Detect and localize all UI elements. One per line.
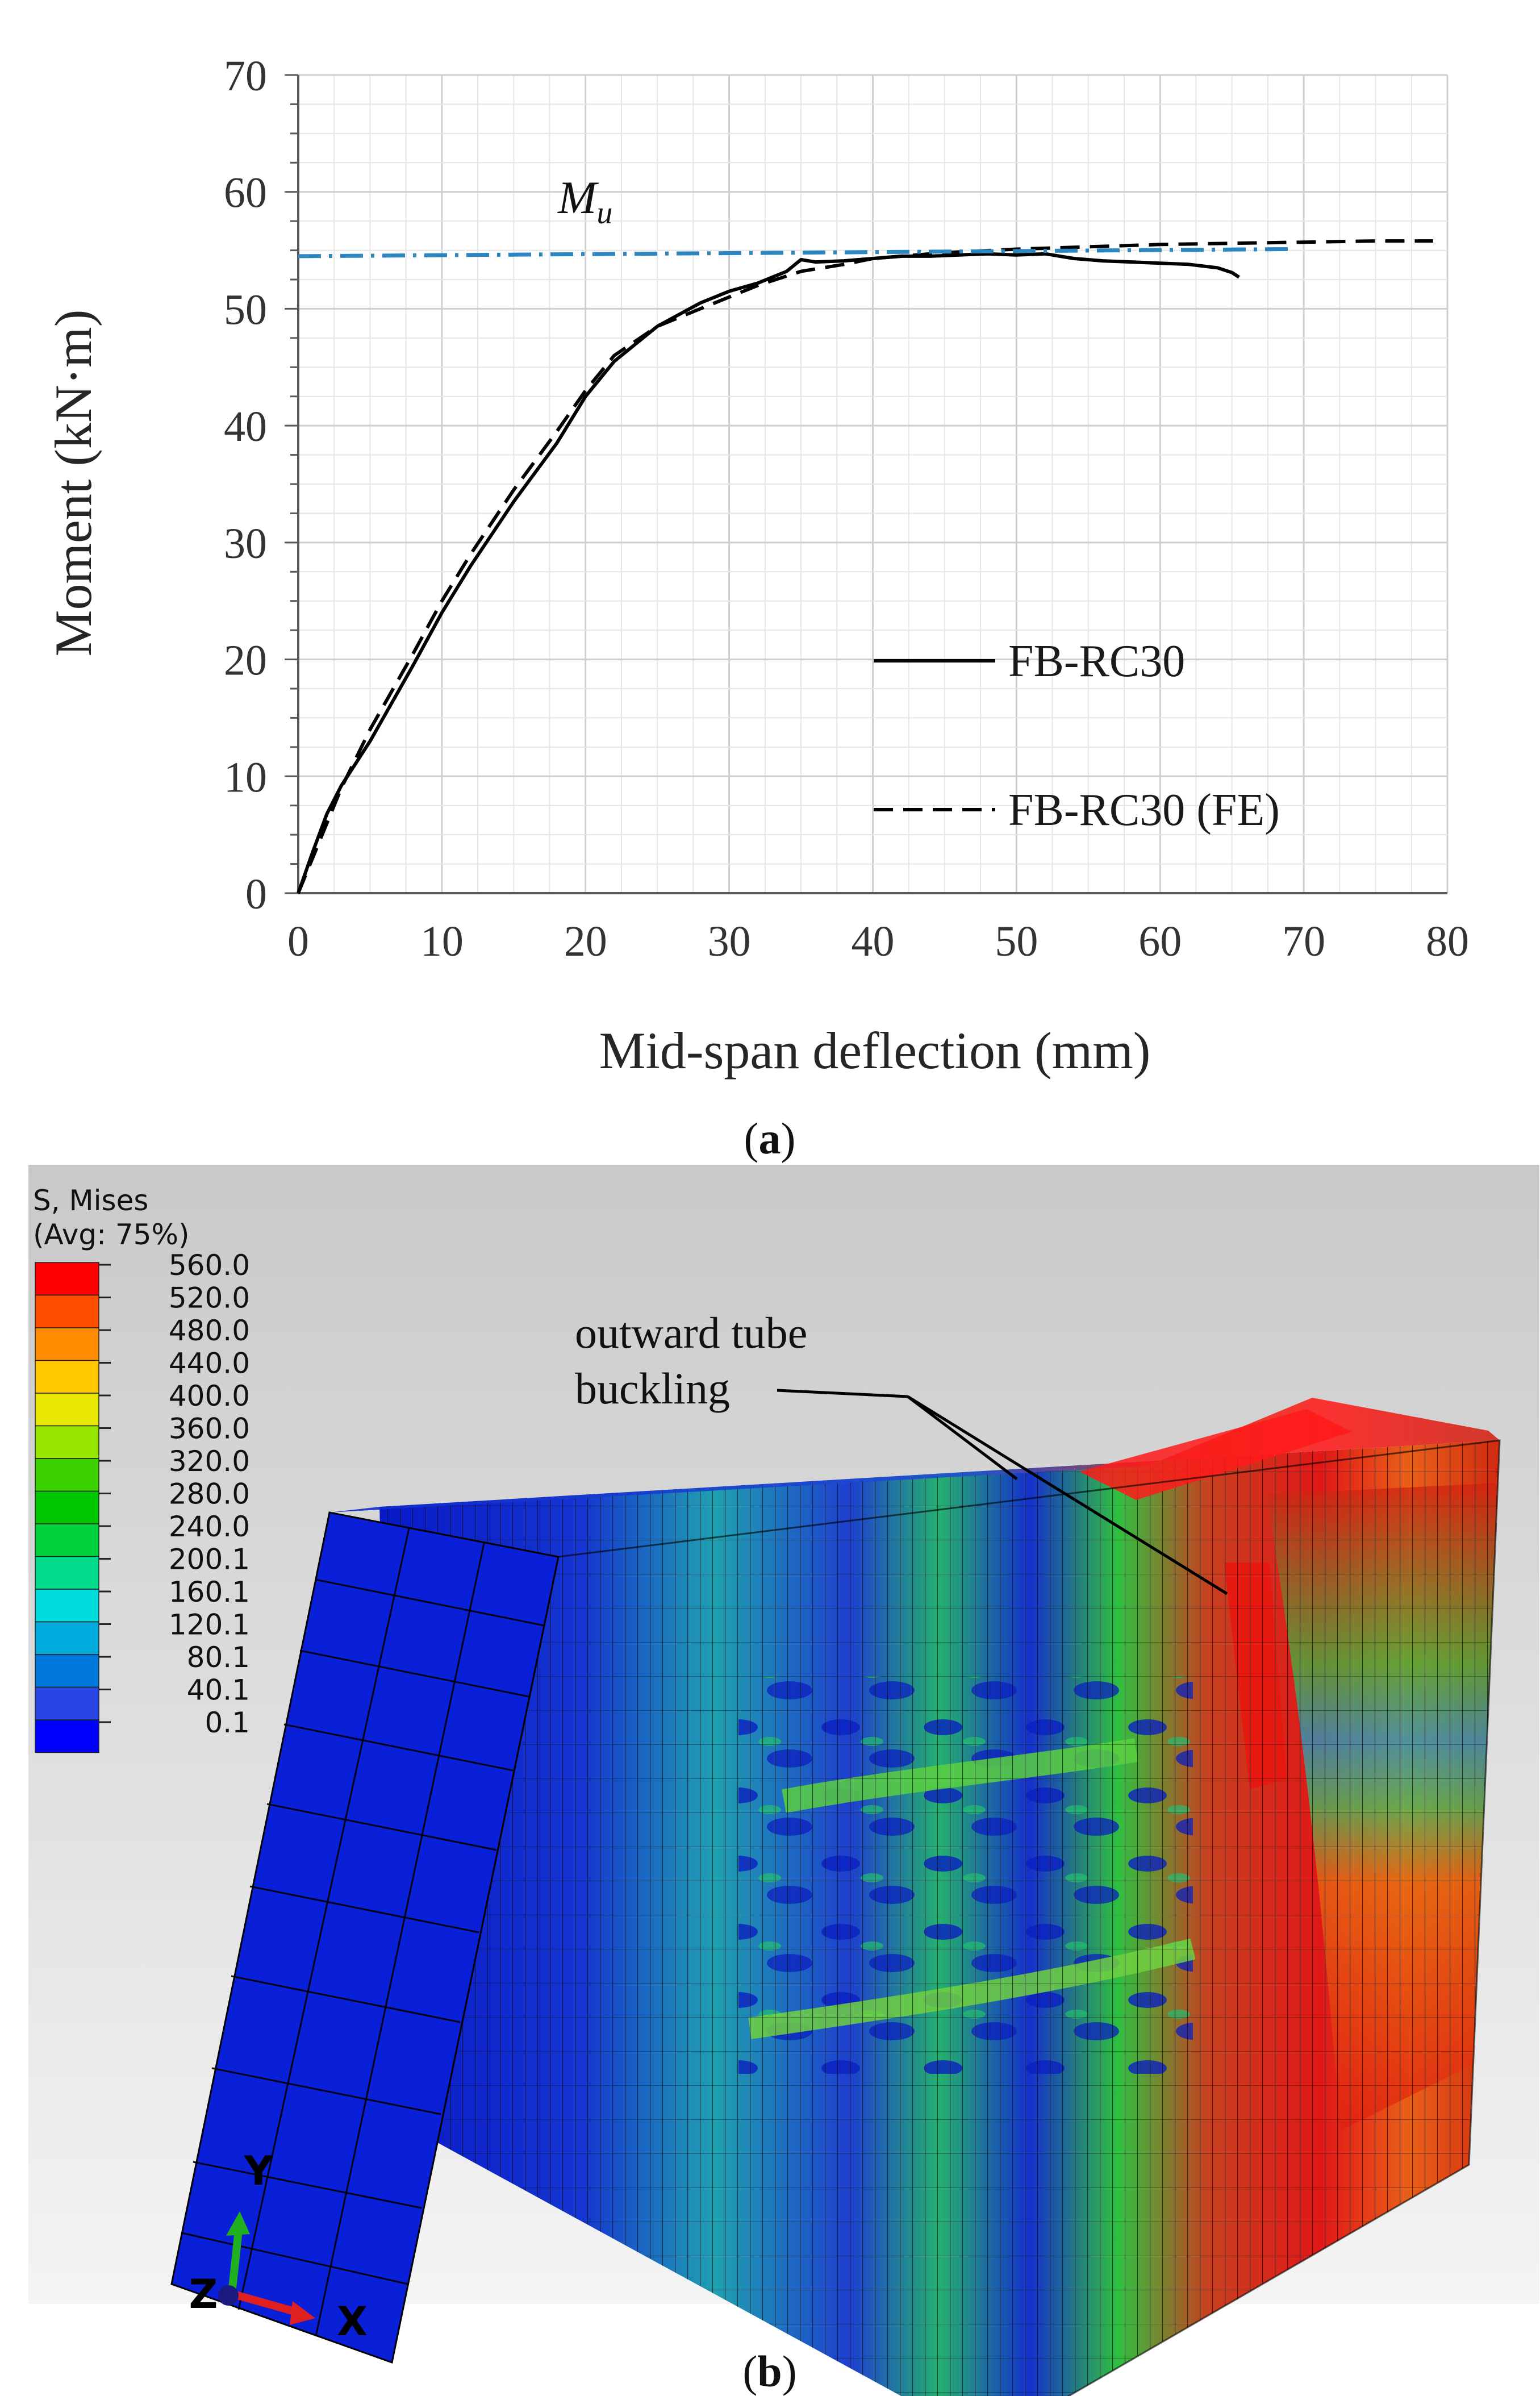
triad-label-x: X [337,2298,368,2345]
z-axis-dot [218,2285,239,2306]
legend-value-label: 560.0 [169,1249,250,1282]
caption-b: (b) [742,2347,796,2396]
legend-value-label: 360.0 [169,1412,250,1445]
panel-a-chart: 0 10 20 30 40 50 60 70 0 10 20 30 40 50 60 70 80 Moment … [44,52,1469,1163]
legend-value-label: 0.1 [205,1706,250,1739]
y-tick-label: 60 [224,169,267,217]
legend-color-swatch [35,1556,99,1590]
legend-title-line1: S, Mises [33,1184,148,1217]
legend-labels: 560.0520.0480.0440.0400.0360.0320.0280.0… [169,1249,250,1739]
y-axis-arrow [228,2230,243,2294]
x-tick-label: 20 [564,918,607,965]
buckling-annotation: outward tube buckling [575,1308,1228,1595]
legend-value-label: 160.1 [169,1576,250,1609]
legend-color-swatch [35,1327,99,1361]
triad-label-y: Y [244,2148,274,2194]
mu-symbol: M [557,172,599,223]
legend-color-swatch [35,1393,99,1427]
y-tick-label: 20 [224,637,267,685]
series-line-fb-rc30 [297,252,1240,894]
x-tick-label: 30 [708,918,751,965]
y-tick-label: 50 [224,286,267,334]
y-tick-label: 0 [245,870,267,918]
x-tick-label: 10 [420,918,464,965]
legend-color-swatch [35,1621,99,1655]
legend-color-swatch [35,1719,99,1753]
legend-value-label: 400.0 [169,1380,250,1412]
legend-value-label: 320.0 [169,1445,250,1478]
buckling-zone [1079,1409,1352,1500]
legend: FB-RC30 FB-RC30 (FE) [874,636,1280,835]
y-axis-label: Moment (kN·m) [44,310,102,657]
mu-subscript: u [596,195,612,231]
legend-color-swatch [35,1360,99,1394]
y-tick-label: 40 [224,403,267,451]
legend-color-swatch [35,1294,99,1328]
legend-color-swatch [35,1458,99,1492]
tick-labels: 0 10 20 30 40 50 60 70 0 10 20 30 40 50 60 70 80 [224,52,1469,965]
panel-b-fe-contour: S, Mises (Avg: 75%) 560.0520.0480.0440.0… [28,1165,1539,2396]
coordinate-triad: Y X Z [189,2148,368,2345]
y-axis-arrowhead [226,2211,250,2236]
legend-label-fb-rc30: FB-RC30 [1008,636,1185,686]
caption-a: (a) [744,1114,796,1163]
legend-value-label: 200.1 [169,1543,250,1576]
legend-title-line2: (Avg: 75%) [33,1218,190,1251]
legend-value-label: 120.1 [169,1609,250,1641]
x-axis-arrow [231,2290,299,2316]
x-tick-label: 60 [1138,918,1182,965]
legend-color-swatch [35,1262,99,1296]
legend-value-label: 280.0 [169,1478,250,1511]
legend-value-label: 240.0 [169,1510,250,1543]
legend-value-label: 480.0 [169,1314,250,1347]
grid [297,74,1449,894]
annotation-leader-1 [907,1395,1018,1480]
legend-value-label: 40.1 [187,1674,250,1707]
axes [285,74,1447,894]
legend-color-swatch [35,1589,99,1623]
legend-value-label: 520.0 [169,1282,250,1315]
y-tick-label: 70 [224,52,267,100]
series-line-mu [298,247,1289,259]
legend-label-fb-rc30-fe: FB-RC30 (FE) [1008,785,1280,835]
legend-swatches [35,1262,111,1753]
legend-color-swatch [35,1490,99,1524]
series-group [297,239,1433,894]
mu-annotation: Mu [557,172,612,231]
x-tick-label: 50 [995,918,1038,965]
legend-color-swatch [35,1654,99,1688]
x-axis-label: Mid-span deflection (mm) [599,1022,1151,1080]
x-tick-label: 0 [287,918,309,965]
annotation-leader-main [777,1389,908,1398]
y-tick-label: 10 [224,753,267,801]
annotation-leader-2 [907,1395,1228,1595]
annotation-line2: buckling [575,1364,730,1413]
beam-end-face [170,1511,560,2364]
triad-label-z: Z [189,2271,218,2318]
legend-value-label: 80.1 [187,1641,250,1674]
legend-color-swatch [35,1686,99,1720]
series-line-fb-rc30-fe [297,239,1433,894]
x-tick-label: 80 [1426,918,1469,965]
y-tick-label: 30 [224,520,267,568]
x-axis-arrowhead [290,2301,315,2325]
legend-color-swatch [35,1425,99,1459]
x-tick-label: 40 [852,918,895,965]
legend-value-label: 440.0 [169,1347,250,1380]
contour-legend: S, Mises (Avg: 75%) 560.0520.0480.0440.0… [33,1184,250,1753]
legend-color-swatch [35,1523,99,1557]
x-tick-label: 70 [1282,918,1325,965]
beam-outline [558,1439,1501,2396]
annotation-line1: outward tube [575,1308,807,1357]
